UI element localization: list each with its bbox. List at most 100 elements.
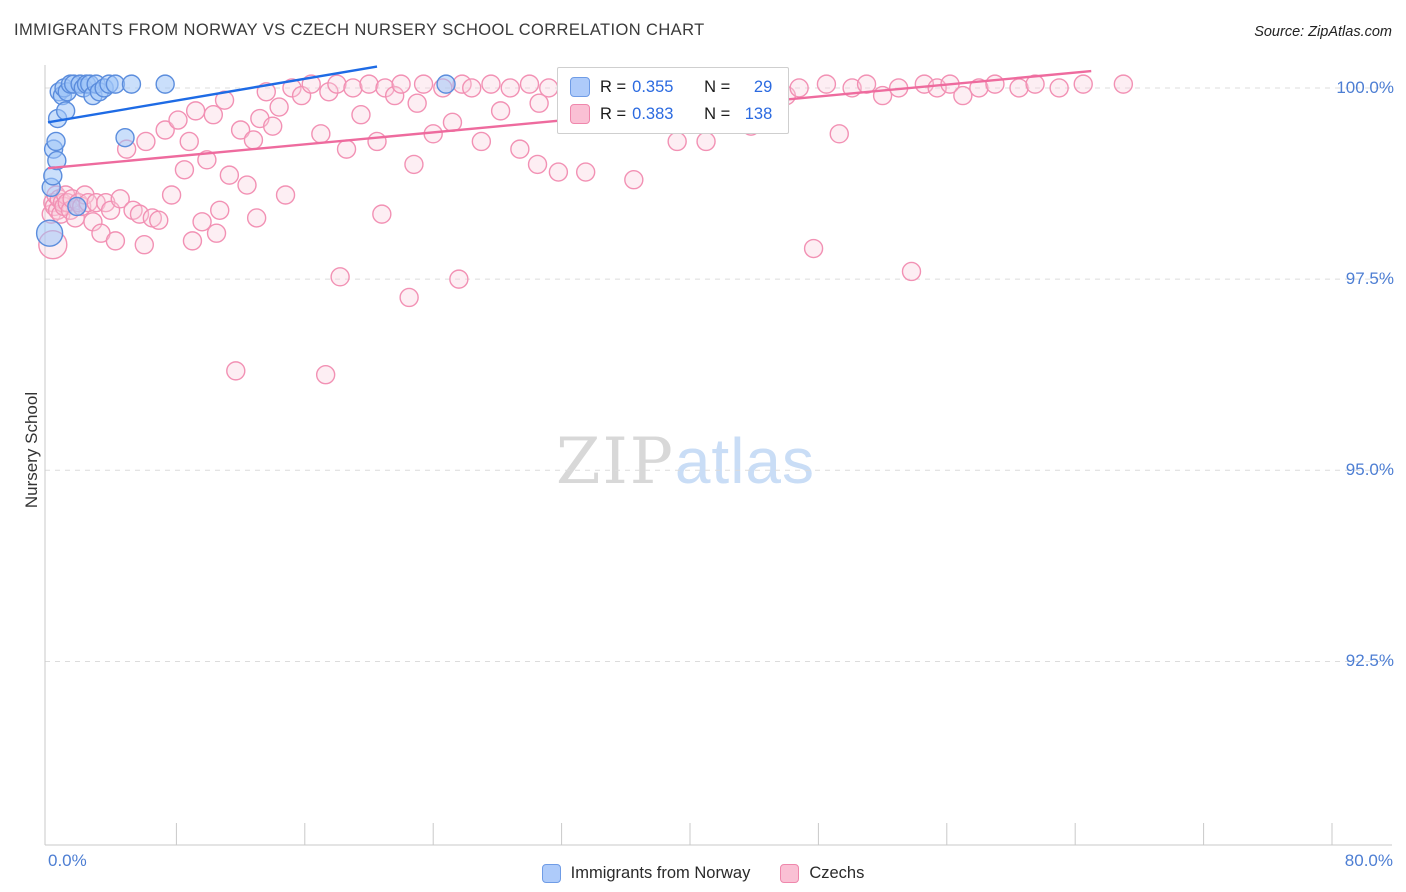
scatter-point-czechs: [246, 208, 267, 228]
scatter-point-czechs: [110, 189, 130, 209]
scatter-point-czechs: [214, 90, 235, 110]
source-attribution: Source: ZipAtlas.com: [1254, 24, 1392, 40]
n-label: N =: [704, 77, 731, 96]
scatter-point-czechs: [462, 78, 482, 98]
scatter-point-immigrants-from-norway: [35, 219, 64, 247]
scatter-point-czechs: [203, 105, 224, 125]
scatter-point-czechs: [168, 110, 188, 130]
n-value-czechs: 138: [744, 104, 773, 123]
scatter-point-czechs: [174, 160, 195, 180]
scatter-point-czechs: [510, 139, 530, 159]
scatter-point-czechs: [384, 85, 405, 106]
scatter-point-czechs: [500, 78, 520, 98]
scatter-point-czechs: [789, 78, 809, 98]
scatter-point-czechs: [367, 131, 387, 152]
scatter-point-czechs: [243, 130, 264, 150]
n-label: N =: [704, 104, 731, 123]
scatter-point-czechs: [210, 200, 230, 220]
chart-legend: Immigrants from Norway Czechs: [0, 864, 1406, 883]
scatter-point-czechs: [275, 185, 296, 205]
scatter-point-czechs: [182, 231, 203, 251]
scatter-point-czechs: [969, 78, 989, 98]
watermark-atlas: atlas: [674, 425, 815, 497]
scatter-point-czechs: [372, 204, 392, 224]
scatter-point-czechs: [161, 185, 182, 205]
scatter-point-immigrants-from-norway: [67, 196, 87, 217]
scatter-point-czechs: [206, 223, 227, 243]
scatter-point-czechs: [529, 93, 549, 113]
legend-row-norway: R = 0.355 N = 29: [570, 77, 772, 97]
scatter-point-czechs: [315, 365, 336, 385]
scatter-point-czechs: [375, 78, 395, 98]
scatter-point-czechs: [442, 112, 463, 133]
scatter-point-czechs: [575, 162, 596, 182]
scatter-point-czechs: [230, 120, 251, 140]
legend-row-czechs: R = 0.383 N = 138: [570, 104, 772, 124]
r-label: R =: [600, 77, 627, 96]
norway-swatch-icon: [570, 77, 590, 97]
scatter-point-czechs: [696, 131, 716, 152]
scatter-point-immigrants-from-norway: [436, 74, 456, 94]
scatter-point-czechs: [149, 210, 169, 230]
scatter-point-czechs: [816, 74, 837, 94]
scatter-point-czechs: [319, 82, 339, 102]
y-axis-tick-label: 95.0%: [1345, 460, 1394, 480]
scatter-point-czechs: [263, 116, 283, 136]
scatter-point-czechs: [179, 131, 199, 152]
scatter-point-czechs: [1025, 74, 1045, 94]
scatter-point-czechs: [155, 120, 175, 140]
scatter-point-czechs: [953, 85, 973, 106]
scatter-point-czechs: [282, 78, 302, 98]
y-axis-tick-label: 92.5%: [1345, 651, 1394, 671]
y-axis-tick-label: 97.5%: [1345, 269, 1394, 289]
watermark: ZIPatlas: [556, 424, 815, 499]
scatter-point-czechs: [343, 78, 363, 98]
scatter-point-czechs: [336, 139, 357, 159]
scatter-point-czechs: [185, 101, 206, 121]
scatter-point-czechs: [539, 78, 559, 98]
y-axis-title: Nursery School: [22, 391, 41, 509]
scatter-point-czechs: [404, 154, 424, 175]
r-label: R =: [600, 104, 627, 123]
scatter-point-czechs: [237, 175, 257, 195]
norway-swatch-icon: [541, 864, 561, 883]
trend-line-immigrants-from-norway: [47, 65, 378, 124]
y-axis-tick-label: 100.0%: [1336, 77, 1394, 97]
legend-item-label: Czechs: [809, 864, 865, 882]
scatter-point-immigrants-from-norway: [115, 127, 135, 148]
scatter-point-czechs: [901, 261, 922, 282]
scatter-point-czechs: [226, 361, 246, 381]
watermark-zip: ZIP: [556, 425, 675, 499]
scatter-point-czechs: [1073, 74, 1093, 94]
scatter-point-czechs: [269, 97, 289, 117]
page-title: IMMIGRANTS FROM NORWAY VS CZECH NURSERY …: [14, 21, 705, 39]
scatter-point-czechs: [192, 212, 212, 232]
scatter-point-czechs: [624, 170, 644, 190]
scatter-point-czechs: [134, 235, 155, 255]
scatter-point-czechs: [351, 105, 371, 125]
scatter-point-czechs: [359, 74, 379, 94]
scatter-point-czechs: [197, 150, 217, 170]
x-axis-max-label: 80.0%: [1344, 851, 1393, 870]
czechs-swatch-icon: [570, 104, 590, 124]
scatter-point-czechs: [985, 74, 1005, 94]
scatter-point-czechs: [449, 269, 469, 289]
scatter-point-immigrants-from-norway: [155, 74, 175, 94]
scatter-point-czechs: [1049, 78, 1069, 98]
scatter-point-czechs: [391, 74, 411, 94]
czechs-swatch-icon: [780, 864, 800, 883]
scatter-point-czechs: [1113, 74, 1134, 94]
n-value-norway: 29: [753, 77, 773, 96]
scatter-point-czechs: [829, 124, 849, 144]
scatter-point-czechs: [407, 93, 427, 113]
r-value-norway: 0.355: [632, 77, 674, 96]
scatter-point-czechs: [519, 74, 540, 94]
correlation-legend-box: R = 0.355 N = 29 R = 0.383 N = 138: [557, 67, 790, 134]
scatter-point-czechs: [399, 287, 419, 308]
scatter-point-czechs: [803, 238, 824, 259]
scatter-point-czechs: [413, 74, 434, 94]
x-axis-min-label: 0.0%: [48, 851, 87, 870]
